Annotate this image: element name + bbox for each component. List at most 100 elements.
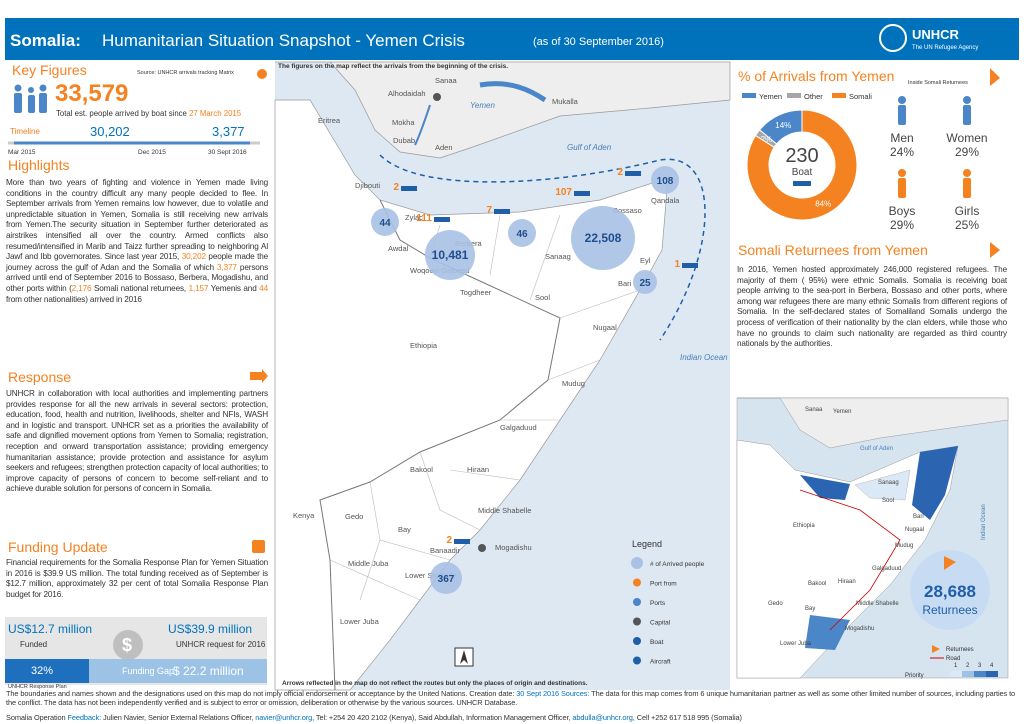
requested-label: UNHCR request for 2016 [176, 640, 266, 649]
demographic-value: 24% [890, 145, 914, 159]
legend-item: Ports [650, 600, 666, 607]
map-label: Sanaa [435, 76, 458, 85]
arrival-bubble [633, 270, 657, 294]
map-label: Lower Juba [340, 617, 380, 626]
text-segment: 30,202 [181, 252, 206, 262]
legend-icon [631, 557, 643, 569]
text-segment: 30 Sept 2016 Sources: [516, 689, 590, 698]
dollar-sign: $ [122, 635, 132, 655]
funding-bar [5, 659, 89, 683]
funding-track: 32% Funding Gap $ 22.2 million [5, 659, 267, 683]
person-icon [963, 169, 971, 177]
response-icon [250, 369, 268, 383]
boat-count: 2 [617, 167, 623, 178]
footer-line: Somalia Operation Feedback: Julien Navie… [6, 713, 1016, 722]
text-segment: people made the journey across the gulf … [6, 252, 268, 272]
timeline-title: Timeline [10, 127, 40, 136]
small-map-region [800, 475, 850, 500]
legend-icon [633, 617, 641, 626]
map-label: Kenya [293, 511, 315, 520]
key-figures-source: Source: UNHCR arrivals tracking Matrix [137, 70, 234, 76]
demographic-label: Women [946, 131, 987, 145]
header-date: (as of 30 September 2016) [533, 36, 664, 48]
map-label: Middle Shabelle [478, 506, 531, 515]
returnees-total-label: Returnees [922, 603, 977, 617]
demographic-value: 25% [955, 218, 979, 232]
returnees-total: 28,688 [924, 582, 976, 601]
arrow-mukalla [479, 81, 547, 103]
donut-center-label: Boat [792, 167, 813, 178]
legend-swatch [742, 93, 756, 98]
legend-item: # of Arrived people [650, 561, 705, 568]
route-arrow [379, 154, 706, 341]
timeline-value: 3,377 [212, 124, 245, 139]
small-map-label: Mudug [895, 543, 913, 549]
map-label: Eyl [640, 256, 651, 265]
priority-swatch [986, 671, 998, 677]
capital-sanaa [433, 93, 441, 101]
person-icon [898, 96, 906, 104]
small-map-label: Middle Shabelle [856, 601, 899, 607]
map-label: Bossaso [613, 206, 642, 215]
small-map-label: Lower Juba [780, 641, 812, 647]
person-icon [963, 178, 971, 198]
map-label: Mogadishu [495, 543, 532, 552]
boat-icon [682, 263, 698, 268]
map-label: Aden [435, 143, 453, 152]
requested: US$39.9 million [168, 622, 253, 636]
text-segment: Somali national returnees, [91, 283, 189, 293]
map-label: Qandala [651, 196, 680, 205]
small-map-label: Yemen [833, 409, 851, 415]
funding-icon [252, 540, 265, 553]
map-label: Hiraan [467, 465, 489, 474]
map-label: Sanaag [545, 252, 571, 261]
map-label: Yemen [470, 101, 495, 110]
arrival-count: 10,481 [432, 248, 469, 262]
legend-swatch [787, 93, 801, 98]
map-label: Mudug [562, 379, 585, 388]
donut-center-value: 230 [785, 145, 818, 167]
small-map-label: Mogadishu [845, 626, 874, 632]
highlights-title: Highlights [8, 157, 70, 173]
map-label: Togdheer [460, 288, 492, 297]
key-figures-title: Key Figures [12, 62, 87, 78]
small-map-yemen [737, 397, 1009, 449]
boat-count: 111 [416, 213, 432, 224]
people-icon [14, 84, 47, 113]
text-segment: from other nationalities) arrived in 201… [6, 294, 142, 304]
header-title: Humanitarian Situation Snapshot - Yemen … [102, 31, 465, 50]
map-label: Banaadir [430, 546, 461, 555]
text-segment: 2,176 [71, 283, 92, 293]
boat-count: 107 [555, 187, 572, 198]
boat-icon [401, 186, 417, 191]
legend-label: Other [804, 92, 823, 101]
header-title-bold: Somalia: [10, 31, 81, 50]
funding-text: Financial requirements for the Somalia R… [6, 558, 268, 599]
returnees-title: Somali Returnees from Yemen [738, 242, 928, 258]
boat-icon [454, 539, 470, 544]
arrival-count: 44 [379, 218, 391, 229]
funded-label: Funded [20, 640, 48, 649]
legend-swatch [832, 93, 846, 98]
response-text: UNHCR in collaboration with local author… [6, 389, 268, 494]
small-map-label: Bari [913, 514, 924, 520]
boat-icon [434, 217, 450, 222]
arrival-bubble [651, 166, 679, 194]
text-segment: abdulla@unhcr.org [572, 713, 633, 722]
funding-gap: $ 22.2 million [173, 664, 244, 678]
text-segment: The boundaries and names shown and the d… [6, 689, 517, 698]
boat-icon [494, 209, 510, 214]
small-map-label: Gulf of Aden [860, 446, 893, 452]
arrival-count: 22,508 [585, 231, 622, 245]
text-segment: navier@unhcr.org [255, 713, 313, 722]
returnees-circle [910, 550, 990, 630]
funding-percent: 32% [31, 665, 54, 677]
legend-label: Yemen [759, 92, 782, 101]
small-map-label: Indian Ocean [981, 504, 987, 540]
returnees-icon [990, 242, 1000, 258]
funding-gap-label: Funding Gap [122, 666, 175, 676]
map-label: Gulf of Aden [567, 143, 612, 152]
timeline-date: Mar 2015 [8, 149, 36, 156]
demographic-label: Boys [889, 204, 916, 218]
